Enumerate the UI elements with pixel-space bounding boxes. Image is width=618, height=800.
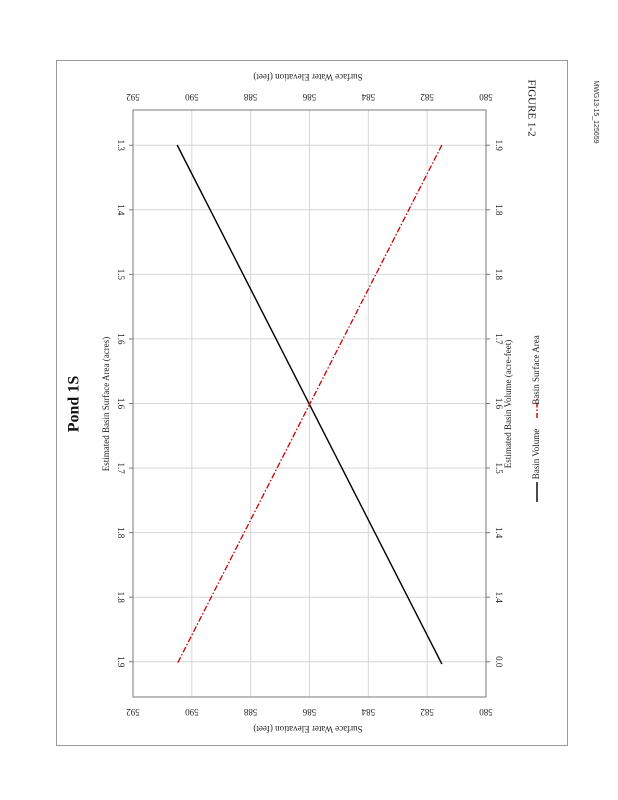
surface-area-tick-label: 1.6: [116, 333, 126, 345]
surface-area-tick-label: 1.3: [116, 140, 126, 152]
elevation-axis-title-top: Surface Water Elevation (feet): [253, 72, 362, 82]
volume-tick-label: 1.6: [494, 398, 504, 410]
elevation-tick-label-bottom: 582: [420, 707, 434, 717]
volume-tick-label: 1.5: [494, 462, 504, 474]
elevation-tick-label-top: 590: [185, 92, 199, 102]
elevation-tick-label-bottom: 586: [302, 707, 316, 717]
surface-area-tick-label: 1.7: [116, 462, 126, 474]
surface-area-axis-title: Estimated Basin Surface Area (acres): [101, 337, 111, 471]
plot-area: [132, 109, 487, 698]
volume-tick-label: 1.4: [494, 592, 504, 604]
surface-area-tick-label: 1.8: [116, 527, 126, 539]
volume-axis-title: Estimated Basin Volume (acre-feet): [503, 340, 513, 468]
elevation-tick-label-top: 582: [420, 92, 434, 102]
surface-area-tick-label: 1.8: [116, 592, 126, 604]
volume-tick-label: 1.9: [494, 140, 504, 152]
elevation-tick-label-top: 586: [302, 92, 316, 102]
figure-label: FIGURE 1-2: [525, 79, 537, 136]
surface-area-tick-label: 1.6: [116, 398, 126, 410]
volume-tick-label: 1.8: [494, 204, 504, 216]
elevation-tick-label-bottom: 584: [361, 707, 375, 717]
elevation-tick-label-bottom: 588: [243, 707, 257, 717]
volume-tick-label: 0.0: [494, 656, 504, 668]
legend-label: Basin Surface Area: [531, 335, 541, 404]
volume-tick-label: 1.4: [494, 527, 504, 539]
surface-area-tick-label: 1.4: [116, 204, 126, 216]
elevation-axis-title-bottom: Surface Water Elevation (feet): [253, 724, 362, 734]
text-labels: Surface Water Elevation (feet) Surface Wa…: [66, 72, 599, 734]
chart-frame: [56, 60, 568, 746]
elevation-tick-label-top: 588: [243, 92, 257, 102]
volume-tick-label: 1.8: [494, 269, 504, 281]
elevation-tick-label-bottom: 580: [479, 707, 493, 717]
elevation-tick-label-top: 584: [361, 92, 375, 102]
elevation-tick-label-bottom: 592: [126, 707, 140, 717]
legend: Basin Volume Basin Surface Area: [531, 335, 541, 502]
elevation-tick-label-bottom: 590: [185, 707, 199, 717]
series-line: [176, 144, 443, 665]
elevation-tick-label-top: 592: [126, 92, 140, 102]
elevation-tick-label-top: 580: [479, 92, 493, 102]
document-id: MWG13-15_125659: [592, 80, 599, 143]
surface-area-tick-label: 1.9: [116, 656, 126, 668]
tick-labels: 1.3 1.9 1.4 1.8 1.5 1.8 1.6 1.7 1.6 1.6 1.7 1.5 1.8 1…: [116, 92, 504, 717]
volume-tick-label: 1.7: [494, 333, 504, 345]
chart-title: Pond 1S: [66, 376, 83, 433]
surface-area-tick-label: 1.5: [116, 269, 126, 281]
series-layer: [176, 144, 443, 665]
legend-label: Basin Volume: [531, 429, 541, 479]
